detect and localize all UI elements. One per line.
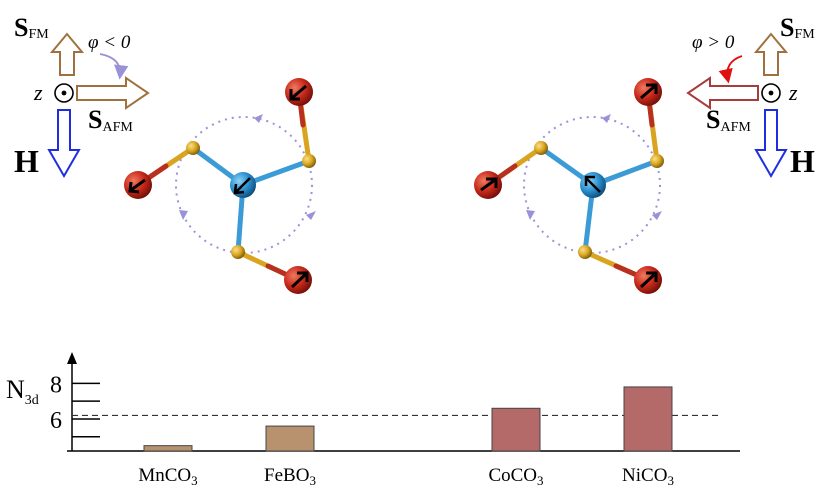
left-phi-arc [99, 53, 129, 80]
bar [143, 445, 193, 452]
bar [265, 425, 315, 452]
y-ticks: 68 [50, 372, 720, 438]
left-gold-atom [231, 245, 245, 259]
left-safm-arrow [76, 76, 150, 110]
left-safm-label: SAFM [88, 105, 133, 135]
right-panel: SFM φ > 0 z SAFM H [474, 13, 815, 294]
right-red-atom [634, 78, 662, 106]
left-gold-atom [186, 141, 200, 155]
right-rotation-arrowhead-1 [602, 114, 611, 123]
x-tick-label: FeBO3 [264, 465, 316, 488]
left-red-atom [285, 78, 313, 106]
left-panel: SFM φ < 0 z SAFM H [14, 13, 316, 294]
right-rotation-arrowhead-3 [526, 210, 535, 220]
left-h-label: H [14, 143, 39, 179]
left-sfm-label: SFM [14, 13, 49, 42]
y-tick-label: 8 [50, 372, 62, 398]
left-red-atom [124, 171, 152, 199]
left-bonds [135, 89, 312, 283]
right-sfm-label: SFM [780, 13, 815, 42]
right-z-label: z [788, 80, 798, 105]
left-rotation-arrowhead-2 [306, 211, 316, 220]
bars [143, 386, 673, 452]
right-safm-label: SAFM [706, 105, 751, 135]
y-axis-arrowhead [67, 352, 77, 364]
right-phi-label: φ > 0 [692, 32, 735, 53]
right-red-atom [634, 266, 662, 294]
left-rotation-arrowhead-1 [254, 114, 263, 123]
x-labels: MnCO3 FeBO3 CoCO3 NiCO3 [138, 465, 674, 488]
bar [623, 386, 673, 452]
x-tick-label: MnCO3 [138, 465, 197, 488]
left-red-atom [284, 266, 312, 294]
right-bonds [485, 89, 660, 283]
left-h-arrow [47, 109, 81, 179]
left-z-label: z [33, 80, 43, 105]
right-phi-arc [718, 55, 743, 84]
right-h-label: H [790, 143, 815, 179]
left-sfm-arrow [49, 32, 85, 76]
right-gold-atom [578, 245, 592, 259]
n3d-bar-chart: N3d 68 MnCO3 FeBO3 CoCO3 NiCO3 [6, 352, 740, 488]
left-phi-label: φ < 0 [88, 32, 131, 53]
right-red-atom [474, 171, 502, 199]
right-sfm-arrow [753, 32, 789, 76]
y-axis-label: N3d [6, 375, 39, 408]
right-molecule [474, 78, 664, 294]
right-rotation-arrowhead-2 [652, 211, 662, 220]
left-gold-atom [302, 154, 316, 168]
left-rotation-arrowhead-3 [179, 210, 188, 220]
right-gold-atom [650, 154, 664, 168]
x-tick-label: CoCO3 [488, 465, 543, 488]
left-molecule [124, 78, 316, 294]
x-tick-label: NiCO3 [622, 465, 674, 488]
y-tick-label: 6 [50, 408, 62, 434]
right-safm-arrow [686, 76, 759, 110]
bar [491, 407, 541, 452]
right-gold-atom [534, 141, 548, 155]
right-h-arrow [754, 109, 788, 179]
